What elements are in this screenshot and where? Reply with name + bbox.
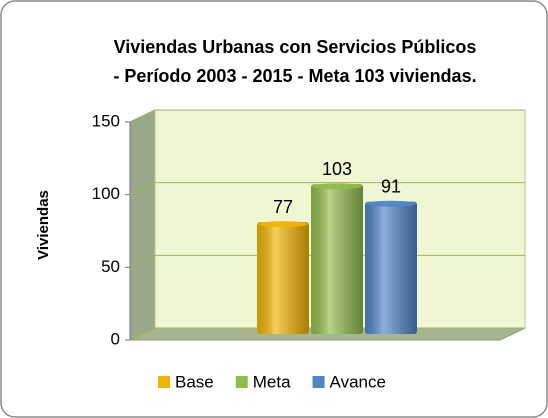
bar-top — [312, 183, 362, 190]
bar-shade — [257, 222, 309, 334]
grid-line — [129, 109, 525, 123]
y-axis-label: Viviendas — [35, 190, 52, 260]
legend-label: Base — [175, 372, 214, 391]
chart-title: - Período 2003 - 2015 - Meta 103 viviend… — [113, 66, 476, 86]
grid-line — [129, 182, 525, 196]
side-wall — [129, 109, 156, 341]
y-tick-label: 150 — [92, 111, 120, 130]
bar-shade — [311, 184, 363, 334]
chart-title: Viviendas Urbanas con Servicios Públicos — [114, 37, 477, 57]
bar — [257, 221, 309, 334]
legend-swatch — [158, 376, 170, 388]
data-label: 77 — [273, 197, 293, 217]
bar-top — [258, 221, 308, 228]
y-tick-label: 50 — [101, 257, 120, 276]
legend-swatch — [312, 376, 325, 388]
bar — [311, 183, 363, 334]
legend-label: Avance — [330, 372, 386, 391]
y-tick-label: 0 — [111, 329, 120, 348]
data-label: 91 — [381, 176, 401, 196]
y-tick-label: 100 — [92, 184, 120, 203]
legend-label: Meta — [253, 372, 291, 391]
data-label: 103 — [322, 159, 352, 179]
legend-swatch — [235, 376, 248, 388]
bar-top — [366, 200, 416, 207]
bar-shade — [365, 201, 417, 334]
bar — [365, 200, 417, 334]
